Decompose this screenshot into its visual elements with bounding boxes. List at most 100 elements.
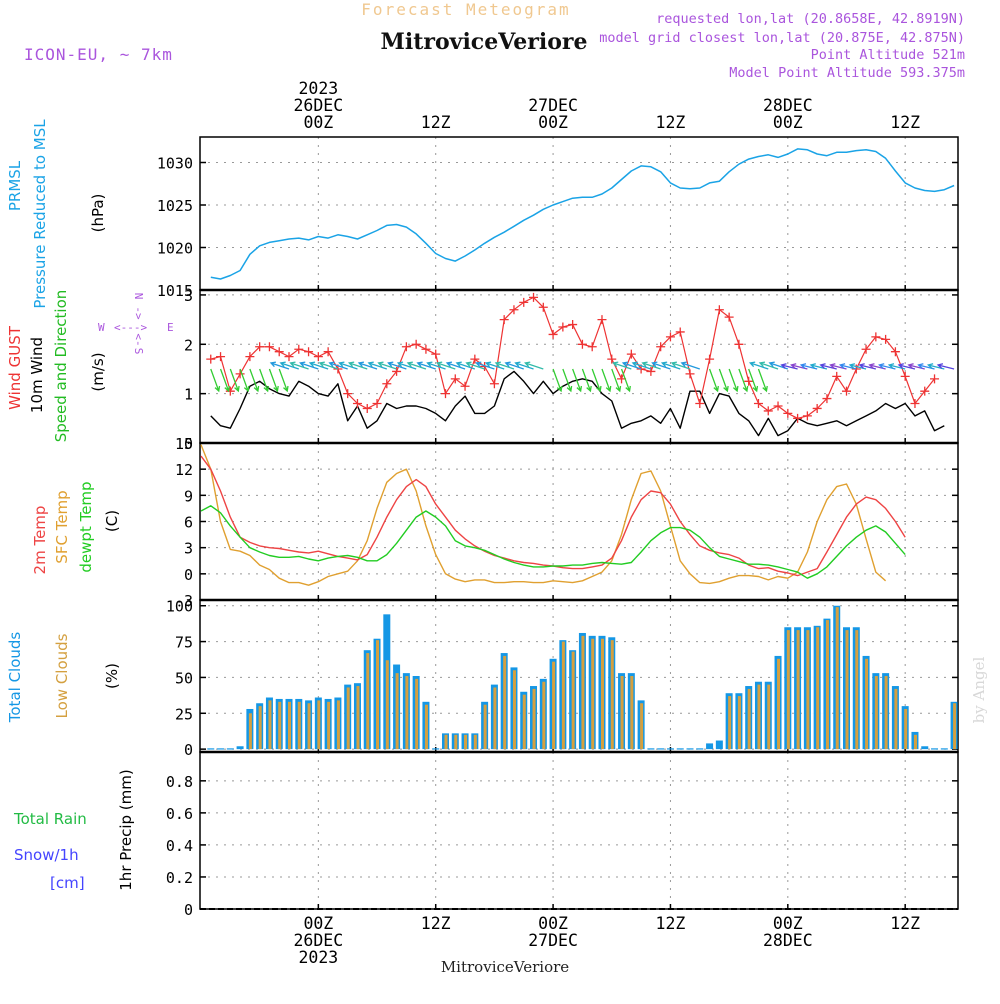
- total-cloud-bar: [657, 748, 665, 750]
- pressure-ytick-label: 1020: [157, 240, 193, 258]
- gust-marker: [558, 322, 568, 332]
- gust-marker: [225, 386, 235, 396]
- gust-marker: [783, 408, 793, 418]
- wind-direction-arrow: [289, 361, 309, 370]
- wind-direction-arrow: [367, 361, 388, 370]
- wind-direction-arrow: [357, 361, 378, 370]
- low-cloud-bar: [835, 607, 839, 750]
- top-time-label: 00Z: [538, 113, 568, 132]
- bottom-time-label: 12Z: [421, 914, 451, 933]
- wind-direction-arrow: [936, 363, 955, 370]
- temperature-panel: -3 0 3 6 9 12 15: [175, 435, 959, 610]
- gust-marker: [431, 349, 441, 359]
- low-cloud-bar: [571, 651, 575, 750]
- gust-marker: [626, 349, 636, 359]
- low-cloud-bar: [600, 638, 604, 750]
- low-cloud-bar: [512, 670, 516, 750]
- low-cloud-bar: [522, 694, 526, 750]
- wind-direction-arrow: [562, 368, 573, 393]
- gust-marker: [685, 369, 695, 379]
- wind-direction-arrow: [494, 361, 515, 370]
- precip-ytick-label: 0.4: [166, 837, 193, 855]
- total-cloud-bar: [226, 748, 234, 750]
- wind-direction-arrow: [708, 368, 719, 393]
- total-cloud-bar: [432, 748, 440, 750]
- wind-direction-arrow: [416, 361, 436, 370]
- low-cloud-bar: [327, 701, 331, 750]
- gust-marker: [744, 376, 754, 386]
- gust-marker: [304, 347, 314, 357]
- gust-marker: [812, 403, 822, 413]
- direction-legend-e: E: [167, 321, 174, 334]
- top-time-label: 28DEC: [763, 96, 813, 115]
- wind-direction-arrow: [504, 361, 524, 370]
- low-cloud-bar: [581, 635, 585, 750]
- bottom-time-label: 27DEC: [528, 931, 578, 950]
- wind-ytick-label: 0: [184, 435, 193, 453]
- precip-ytick-label: 0.6: [166, 805, 193, 823]
- temperature-ytick-label: 3: [184, 540, 193, 558]
- wind-direction-arrow: [308, 361, 329, 370]
- low-cloud-bar: [894, 688, 898, 750]
- low-cloud-bar: [493, 687, 497, 750]
- wind-direction-arrow: [475, 361, 495, 370]
- low-cloud-bar: [620, 676, 624, 750]
- wind-direction-arrow: [591, 368, 602, 393]
- gust-marker: [343, 389, 353, 399]
- wind-direction-arrow: [465, 361, 485, 370]
- gust-marker: [695, 399, 705, 409]
- wind-ytick-label: 3: [184, 287, 193, 305]
- wind-unit: (m/s): [89, 352, 107, 391]
- precip-ytick-label: 0.2: [166, 869, 193, 887]
- gust-marker: [529, 292, 539, 302]
- gust-marker: [665, 332, 675, 342]
- clouds-ytick-label: 0: [184, 741, 193, 759]
- model-label: ICON-EU, ~ 7km: [24, 45, 173, 64]
- low-cloud-bar: [288, 701, 292, 750]
- gust-marker: [753, 399, 763, 409]
- gust-marker: [842, 386, 852, 396]
- gust-marker: [294, 344, 304, 354]
- low-cloud-bar: [278, 701, 282, 750]
- temperature-ytick-label: 0: [184, 566, 193, 584]
- wind-direction-arrow: [670, 361, 691, 370]
- gust-marker: [362, 403, 372, 413]
- wind-direction-arrow: [249, 368, 260, 393]
- wind-direction-arrow: [758, 361, 779, 370]
- total-cloud-bar: [207, 748, 215, 750]
- bottom-time-label: 2023: [298, 948, 338, 967]
- point-altitude: Point Altitude 521m: [811, 47, 965, 63]
- direction-legend-vertical: ->: [132, 306, 145, 320]
- product-title: Forecast Meteogram: [361, 0, 570, 19]
- wind-panel: 0 1 2 3: [184, 287, 959, 453]
- clouds-ytick-label: 100: [166, 598, 193, 616]
- 2m-temp-label: 2m Temp: [31, 506, 49, 575]
- pressure-ytick-label: 1015: [157, 282, 193, 300]
- low-cloud-bar: [796, 630, 800, 750]
- clouds-ytick-label: 50: [175, 669, 193, 687]
- total-cloud-bar: [706, 743, 714, 750]
- low-cloud-bar: [767, 684, 771, 750]
- pressure-line: [210, 148, 955, 280]
- gust-marker: [450, 374, 460, 384]
- footer-location: MitroviceVeriore: [441, 958, 569, 976]
- wind10-label: 10m Wind: [28, 337, 46, 413]
- gust-marker: [421, 344, 431, 354]
- gust-marker: [568, 320, 578, 330]
- gust-marker: [881, 334, 891, 344]
- direction-legend-s: S: [132, 348, 145, 355]
- bottom-time-label: 00Z: [538, 914, 568, 933]
- top-time-label: 26DEC: [294, 96, 344, 115]
- wind-direction-arrow: [328, 361, 348, 370]
- wind-ytick-label: 2: [184, 336, 193, 354]
- bottom-time-label: 12Z: [656, 914, 686, 933]
- gust-marker: [832, 371, 842, 381]
- wind-direction-arrow: [338, 361, 358, 370]
- wind-direction-arrow: [259, 368, 270, 393]
- gust-marker: [382, 379, 392, 389]
- speed-direction-label: Speed and Direction: [52, 290, 70, 443]
- low-cloud-bar: [737, 696, 741, 750]
- pressure-panel: 1015 1020 1025 1030: [157, 136, 959, 300]
- low-cloud-bar: [248, 713, 252, 750]
